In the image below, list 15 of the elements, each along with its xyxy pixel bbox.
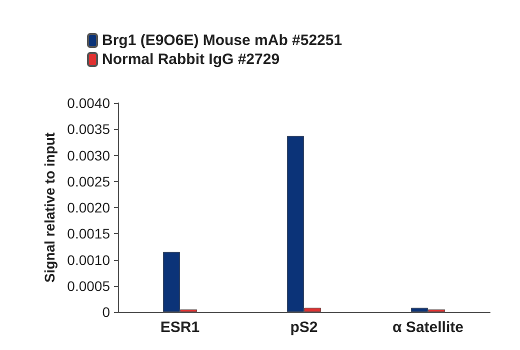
y-tick-label: 0.0015 [67,226,110,242]
y-tick-label: 0.0035 [67,121,110,138]
y-tick-label: 0.0005 [67,278,110,294]
y-tick-label: 0.0010 [67,252,110,268]
y-tick-label: 0 [102,304,110,320]
y-tick-label: 0.0030 [67,147,110,164]
y-tick-label: 0.0025 [67,173,110,190]
y-axis-title: Signal relative to input [41,132,58,283]
y-tick-label: 0.0020 [67,200,110,216]
x-tick-label: ESR1 [160,319,200,336]
legend-label: Brg1 (E9O6E) Mouse mAb #52251 [102,32,342,49]
y-tick-label: 0.0040 [67,95,110,111]
x-tick-label: α Satellite [392,319,464,336]
x-tick-label: pS2 [290,319,318,336]
legend-label: Normal Rabbit IgG #2729 [102,51,280,68]
